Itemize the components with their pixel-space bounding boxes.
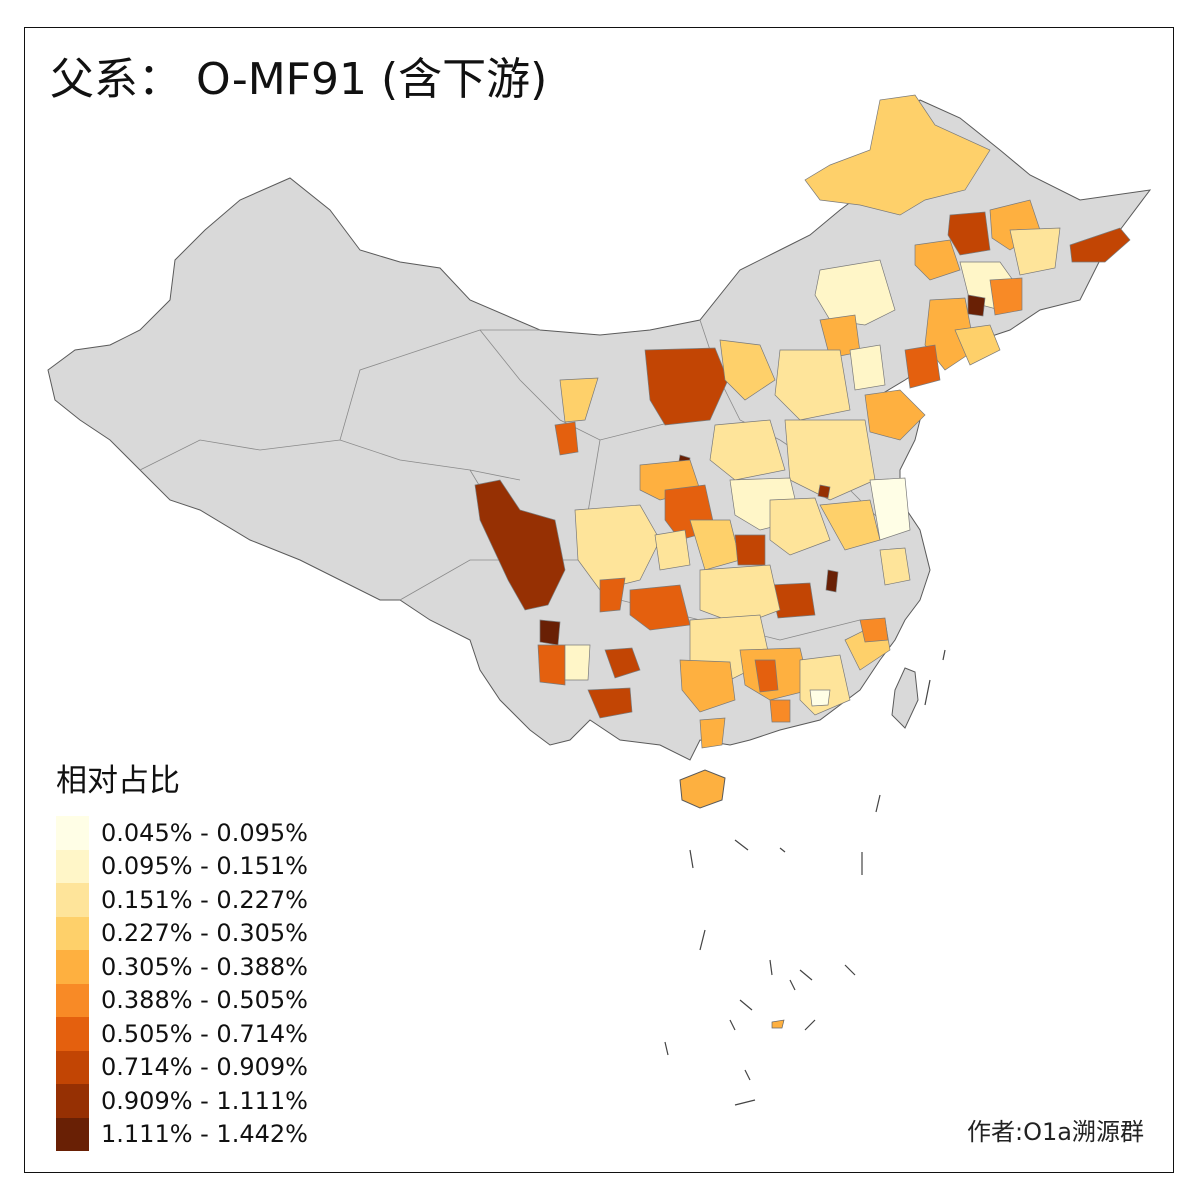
legend-swatch <box>56 1050 89 1084</box>
map-title: 父系： O-MF91 (含下游) <box>50 54 548 105</box>
legend-swatch <box>56 916 89 950</box>
legend-swatch <box>56 883 89 917</box>
legend-swatch <box>56 849 89 883</box>
legend-item: 1.111% - 1.442% <box>56 1117 308 1151</box>
legend-swatch <box>56 1084 89 1118</box>
legend-item: 0.045% - 0.095% <box>56 816 308 850</box>
legend-label: 0.909% - 1.111% <box>101 1086 308 1115</box>
legend-item: 0.714% - 0.909% <box>56 1050 308 1084</box>
island-highlight <box>771 1019 785 1029</box>
legend-item: 0.388% - 0.505% <box>56 983 308 1017</box>
legend-item: 0.305% - 0.388% <box>56 950 308 984</box>
legend-item: 0.909% - 1.111% <box>56 1084 308 1118</box>
legend-label: 0.227% - 0.305% <box>101 919 308 948</box>
legend-swatch <box>56 1017 89 1051</box>
author-credit: 作者:O1a溯源群 <box>967 1118 1144 1146</box>
map-frame <box>24 27 1174 1173</box>
legend-label: 0.045% - 0.095% <box>101 818 308 847</box>
mainland-outline <box>47 99 1152 761</box>
legend-item: 0.227% - 0.305% <box>56 916 308 950</box>
legend-label: 0.151% - 0.227% <box>101 885 308 914</box>
legend-label: 0.505% - 0.714% <box>101 1019 308 1048</box>
region-patches <box>474 94 1131 749</box>
legend-label: 0.714% - 0.909% <box>101 1053 308 1082</box>
sea-islands <box>664 649 946 1106</box>
legend-swatch <box>56 950 89 984</box>
legend-swatch <box>56 983 89 1017</box>
taiwan <box>891 667 919 729</box>
hainan <box>679 769 726 809</box>
legend-swatch <box>56 816 89 850</box>
legend-item: 0.095% - 0.151% <box>56 849 308 883</box>
legend-rows: 0.045% - 0.095% 0.095% - 0.151% 0.151% - 0… <box>56 816 308 1151</box>
legend-label: 0.305% - 0.388% <box>101 952 308 981</box>
legend-item: 0.151% - 0.227% <box>56 883 308 917</box>
legend: 相对占比 0.045% - 0.095% 0.095% - 0.151% 0.151… <box>56 755 308 1151</box>
legend-swatch <box>56 1117 89 1151</box>
legend-label: 0.095% - 0.151% <box>101 852 308 881</box>
legend-label: 0.388% - 0.505% <box>101 986 308 1015</box>
legend-item: 0.505% - 0.714% <box>56 1017 308 1051</box>
legend-title: 相对占比 <box>56 763 180 799</box>
legend-label: 1.111% - 1.442% <box>101 1120 308 1149</box>
